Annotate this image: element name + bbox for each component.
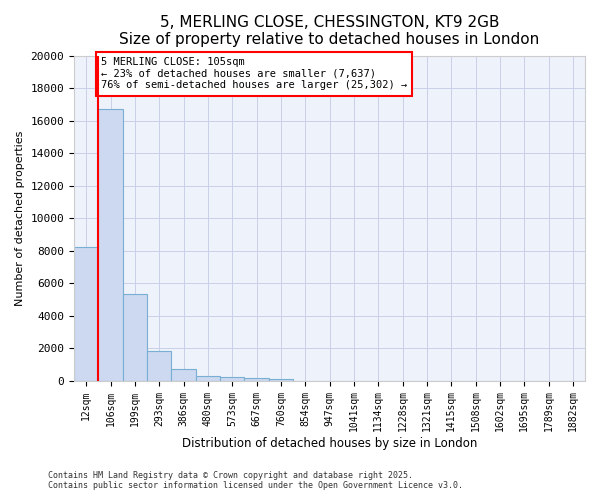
Bar (98, 109, 122, 380)
Bar (196, 376, 220, 380)
Bar (269, 379, 293, 380)
Bar (147, 350, 172, 380)
Y-axis label: Number of detached properties: Number of detached properties (15, 130, 25, 306)
Bar (122, 294, 147, 380)
X-axis label: Distribution of detached houses by size in London: Distribution of detached houses by size … (182, 437, 477, 450)
Bar (220, 377, 244, 380)
Bar (244, 378, 269, 380)
Bar (74, 248, 98, 380)
Title: 5, MERLING CLOSE, CHESSINGTON, KT9 2GB
Size of property relative to detached hou: 5, MERLING CLOSE, CHESSINGTON, KT9 2GB S… (119, 15, 539, 48)
Text: 5 MERLING CLOSE: 105sqm
← 23% of detached houses are smaller (7,637)
76% of semi: 5 MERLING CLOSE: 105sqm ← 23% of detache… (101, 57, 407, 90)
Bar (172, 369, 196, 380)
Text: Contains HM Land Registry data © Crown copyright and database right 2025.
Contai: Contains HM Land Registry data © Crown c… (48, 470, 463, 490)
